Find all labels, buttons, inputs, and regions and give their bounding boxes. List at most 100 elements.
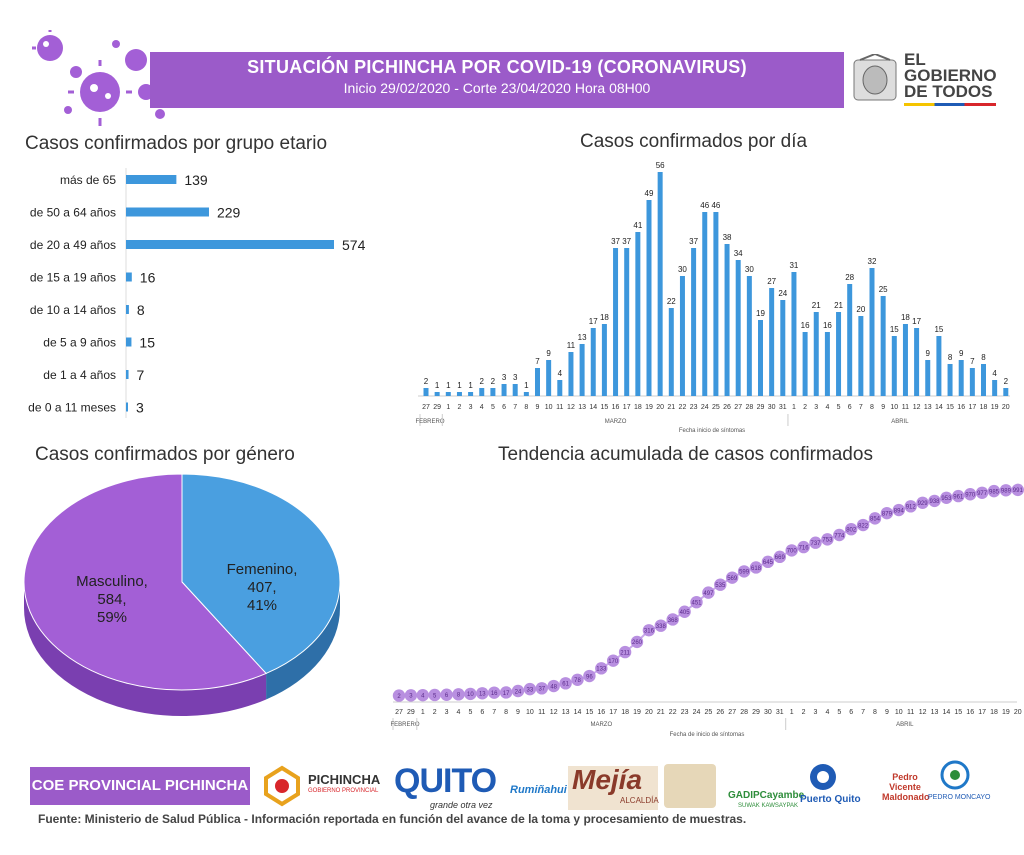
trend-value-label: 669: [775, 555, 786, 561]
trend-point: [416, 688, 429, 702]
daily-tick-label: 1: [446, 404, 450, 411]
trend-tick-label: 4: [825, 709, 829, 716]
daily-value-label: 2: [424, 377, 429, 386]
trend-value-label: 938: [929, 499, 940, 505]
daily-bar: [824, 332, 830, 396]
trend-value-label: 894: [894, 508, 905, 514]
age-group-bar-chart: más de 65 139 de 50 a 64 años 229 de 20 a 49…: [28, 168, 366, 418]
daily-value-label: 31: [789, 261, 798, 270]
trend-tick-label: 5: [837, 709, 841, 716]
daily-value-label: 32: [868, 257, 877, 266]
trend-tick-label: 12: [550, 709, 558, 716]
daily-x-axis-label: Fecha inicio de síntomas: [679, 428, 745, 434]
trend-value-label: 61: [562, 682, 569, 688]
trend-value-label: 338: [656, 624, 667, 630]
daily-tick-label: 17: [623, 404, 631, 411]
daily-value-label: 24: [778, 289, 787, 298]
daily-value-label: 17: [912, 317, 921, 326]
daily-value-label: 49: [645, 189, 654, 198]
age-value-label: 15: [139, 335, 155, 351]
age-category-label: de 50 a 64 años: [30, 206, 116, 220]
daily-bar: [969, 368, 975, 396]
trend-point: [666, 613, 679, 626]
pichincha-emblem-icon: [264, 765, 300, 807]
trend-value-label: 24: [515, 689, 522, 695]
trend-point: [964, 488, 977, 501]
daily-tick-label: 6: [502, 404, 506, 411]
trend-point: [618, 645, 632, 659]
trend-point: [523, 682, 537, 696]
trend-tick-label: 10: [895, 709, 903, 716]
trend-tick-label: 25: [705, 709, 713, 716]
age-bar: [126, 370, 129, 379]
trend-point: [488, 686, 501, 699]
trend-value-label: 989: [1001, 489, 1012, 495]
trend-point: [975, 486, 989, 499]
daily-bar: [423, 388, 429, 396]
age-bar: [126, 305, 129, 314]
daily-bar: [456, 392, 462, 396]
gender-chart-title: Casos confirmados por género: [35, 444, 295, 465]
trend-value-label: 368: [668, 618, 679, 624]
virus-decoration-icon: [32, 30, 165, 126]
daily-value-label: 1: [468, 381, 473, 390]
daily-tick-label: 19: [645, 404, 653, 411]
trend-value-label: 16: [491, 691, 498, 697]
daily-value-label: 16: [801, 321, 810, 330]
logo-los-bancos: [664, 764, 716, 808]
daily-tick-label: 12: [567, 404, 575, 411]
trend-point: [761, 555, 775, 569]
trend-value-label: 497: [703, 591, 714, 597]
trend-point: [868, 512, 882, 525]
trend-value-label: 822: [858, 523, 869, 529]
daily-tick-label: 9: [881, 404, 885, 411]
trend-month-label: ABRIL: [896, 722, 914, 728]
daily-bar: [947, 364, 953, 396]
trend-tick-label: 8: [504, 709, 508, 716]
daily-tick-label: 11: [902, 404, 909, 411]
trend-tick-label: 21: [657, 709, 665, 716]
daily-value-label: 28: [845, 273, 854, 282]
trend-value-label: 912: [906, 505, 917, 511]
daily-bar: [891, 336, 897, 396]
trend-tick-label: 5: [468, 709, 472, 716]
daily-bar: [468, 392, 474, 396]
daily-bar: [691, 248, 697, 396]
daily-bar: [546, 360, 552, 396]
daily-bar: [490, 388, 496, 396]
daily-tick-label: 2: [803, 404, 807, 411]
daily-tick-label: 22: [679, 404, 687, 411]
trend-point: [845, 522, 858, 536]
daily-bar: [836, 312, 842, 396]
daily-value-label: 27: [767, 277, 776, 286]
logo-ruminahui: Rumiñahui: [510, 784, 567, 796]
trend-tick-label: 19: [1002, 709, 1010, 716]
trend-point: [714, 578, 727, 591]
age-value-label: 16: [140, 270, 156, 286]
trend-value-label: 879: [882, 511, 893, 517]
trend-tick-label: 13: [931, 709, 939, 716]
trend-point: [809, 536, 822, 549]
daily-cases-bar-chart: 2271291112132425363718799104111112131317…: [415, 161, 1010, 434]
trend-point: [559, 677, 572, 690]
partner-logos: PICHINCHA GOBIERNO PROVINCIAL QUITO gran…: [260, 758, 1000, 812]
age-bar: [126, 272, 132, 282]
daily-value-label: 8: [948, 353, 953, 362]
age-value-label: 229: [217, 205, 241, 221]
trend-point: [583, 669, 596, 683]
logo-mejia-sub: ALCALDÍA: [620, 796, 659, 805]
daily-bar: [902, 324, 908, 396]
age-category-label: de 5 a 9 años: [43, 336, 116, 350]
trend-point: [987, 484, 1001, 498]
pie-slice-masculino: [23, 473, 267, 691]
daily-value-label: 9: [926, 349, 931, 358]
daily-tick-label: 8: [870, 404, 874, 411]
pie-slice-femenino: [181, 473, 341, 675]
source-note: Fuente: Ministerio de Salud Pública - In…: [38, 812, 747, 826]
daily-tick-label: 13: [578, 404, 586, 411]
daily-tick-label: 21: [667, 404, 675, 411]
daily-value-label: 4: [992, 369, 997, 378]
trend-value-label: 618: [751, 566, 762, 572]
trend-tick-label: 18: [621, 709, 629, 716]
daily-tick-label: 14: [935, 404, 943, 411]
